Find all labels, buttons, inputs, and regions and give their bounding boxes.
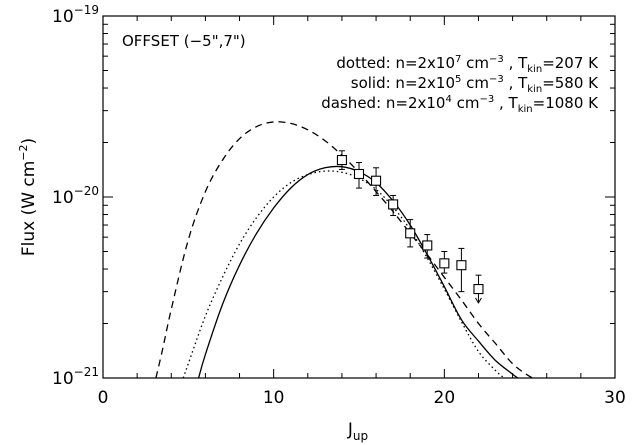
legend-solid-tsub: kin — [527, 84, 542, 95]
legend-dotted-tsub: kin — [527, 64, 542, 75]
legend-dashed-n-exp: 4 — [445, 94, 451, 105]
model-curve-solid — [197, 165, 519, 379]
x-tick-label: 0 — [98, 388, 109, 408]
legend-solid-prefix: solid: n=2x10 — [351, 74, 455, 92]
legend-solid-tval: =580 K — [542, 74, 599, 92]
data-marker — [405, 228, 416, 239]
legend-solid-n-exp: 5 — [455, 74, 461, 85]
ticks-layer: 0 10 20 30 10−21 10−20 10−19 — [52, 3, 626, 408]
data-marker — [456, 260, 467, 271]
observation-point — [353, 162, 365, 189]
model-curve-dotted — [182, 170, 505, 379]
y-tick-label: 10−20 — [52, 184, 99, 208]
y-axis-label-main: Flux (W cm — [19, 161, 39, 257]
y-tick-label: 10−19 — [52, 3, 99, 27]
legend-dotted-n-exp: 7 — [455, 54, 461, 65]
x-axis-label-sub: up — [353, 429, 368, 443]
data-marker — [371, 175, 382, 186]
observation-point — [388, 194, 399, 217]
offset-annotation: OFFSET (−5",7") — [122, 32, 246, 50]
observation-point — [439, 250, 450, 274]
legend-dashed-tsub: kin — [518, 104, 533, 115]
observations — [336, 150, 484, 304]
legend-dashed-prefix: dashed: n=2x10 — [321, 94, 445, 112]
y-axis-label-exp: −2 — [17, 144, 30, 160]
y-tick-label: 10−21 — [52, 365, 99, 389]
legend-dotted-prefix: dotted: n=2x10 — [336, 54, 455, 72]
x-axis-label: Jup — [347, 420, 368, 443]
data-marker — [473, 284, 484, 295]
data-marker — [353, 168, 365, 180]
observation-point — [371, 167, 382, 196]
observation-point — [473, 274, 484, 304]
legend-dashed-unit: cm — [452, 94, 480, 112]
legend-dashed-tsep: , T — [494, 94, 518, 112]
legend-dotted-unit-exp: −3 — [489, 54, 504, 65]
upper-limit-arrow — [475, 297, 482, 304]
x-tick-label: 20 — [434, 388, 456, 408]
y-axis-label: Flux (W cm−2) — [17, 138, 39, 256]
data-marker — [439, 258, 450, 269]
legend-solid-unit-exp: −3 — [489, 74, 504, 85]
legend-dotted-unit: cm — [461, 54, 489, 72]
data-marker — [388, 199, 399, 210]
observation-point — [405, 219, 416, 248]
legend-dashed-unit-exp: −3 — [480, 94, 495, 105]
observation-point — [456, 247, 467, 293]
observation-point — [336, 150, 347, 170]
legend-dashed-tval: =1080 K — [533, 94, 600, 112]
legend-dotted-tsep: , T — [504, 54, 528, 72]
y-axis-label-close: ) — [19, 138, 39, 145]
legend-entry-dotted: dotted: n=2x107 cm−3 , Tkin=207 K — [336, 54, 599, 75]
x-tick-label: 30 — [604, 388, 626, 408]
legend-solid-unit: cm — [461, 74, 489, 92]
data-marker — [336, 155, 347, 166]
legend-solid-tsep: , T — [504, 74, 528, 92]
data-marker — [422, 240, 433, 251]
x-tick-label: 10 — [263, 388, 285, 408]
legend-entry-solid: solid: n=2x105 cm−3 , Tkin=580 K — [351, 74, 599, 95]
observation-point — [422, 234, 433, 259]
x-axis-label-main: J — [347, 420, 353, 440]
legend-dotted-tval: =207 K — [542, 54, 599, 72]
legend-entry-dashed: dashed: n=2x104 cm−3 , Tkin=1080 K — [321, 94, 599, 115]
